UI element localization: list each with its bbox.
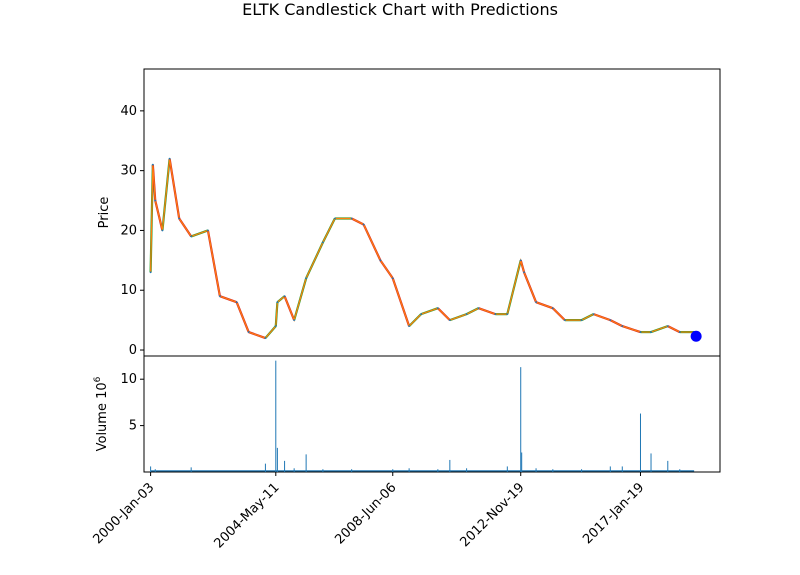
price-point xyxy=(506,313,509,316)
price-point xyxy=(293,319,296,322)
price-ytick-label: 30 xyxy=(120,164,137,179)
xtick-label: 2004-May-11 xyxy=(211,480,282,551)
price-point xyxy=(149,271,152,274)
price-point xyxy=(477,307,480,310)
price-point xyxy=(161,229,164,232)
price-point xyxy=(154,199,157,202)
volume-ylabel: Volume 106 xyxy=(93,376,110,451)
price-point xyxy=(247,331,250,333)
price-point xyxy=(563,319,566,322)
price-point xyxy=(494,313,497,316)
prediction-marker xyxy=(690,330,702,342)
price-point xyxy=(621,325,624,328)
volume-panel: 5 10 Volume 106 xyxy=(93,355,721,473)
price-plot-frame xyxy=(143,68,721,357)
price-point xyxy=(420,313,422,316)
price-point xyxy=(264,337,267,339)
price-point xyxy=(678,331,681,333)
chart-title: ELTK Candlestick Chart with Predictions xyxy=(242,0,558,19)
xtick-label: 2008-Jun-06 xyxy=(332,480,399,547)
price-ylabel: Price xyxy=(97,197,112,229)
price-point xyxy=(333,217,336,220)
volume-plot-frame xyxy=(143,355,721,473)
price-point xyxy=(436,307,439,310)
price-point xyxy=(362,223,365,226)
xtick-label: 2000-Jan-03 xyxy=(90,480,157,547)
price-ytick-label: 0 xyxy=(129,343,137,358)
price-point xyxy=(283,295,286,298)
price-point xyxy=(408,325,411,328)
price-point xyxy=(580,319,583,322)
volume-ytick-label: 5 xyxy=(129,419,137,434)
price-point xyxy=(379,259,382,262)
price-point xyxy=(168,157,171,160)
price-point xyxy=(391,277,394,280)
price-point xyxy=(519,259,522,262)
price-close-line xyxy=(150,158,695,339)
xtick-label: 2012-Nov-19 xyxy=(458,480,528,550)
price-point xyxy=(535,301,537,304)
price-point xyxy=(219,295,221,298)
price-point xyxy=(305,277,308,280)
price-point xyxy=(523,271,525,274)
price-ytick-label: 40 xyxy=(120,104,137,119)
volume-ylabel-exponent: 6 xyxy=(93,376,103,382)
price-point xyxy=(650,331,652,333)
price-point xyxy=(350,217,353,220)
price-point xyxy=(178,217,181,220)
price-point xyxy=(551,307,554,310)
price-point xyxy=(276,301,279,304)
price-point xyxy=(207,229,209,232)
price-point xyxy=(609,319,612,322)
price-point xyxy=(592,313,595,316)
price-point xyxy=(235,301,238,304)
price-point xyxy=(448,319,451,322)
price-ytick-label: 10 xyxy=(120,283,137,298)
price-point xyxy=(151,163,154,166)
price-point xyxy=(639,331,642,333)
price-point xyxy=(465,313,468,316)
price-point xyxy=(666,325,669,328)
volume-ytick-label: 10 xyxy=(120,372,137,387)
price-point xyxy=(274,325,277,328)
price-ytick-label: 20 xyxy=(120,223,137,238)
xtick-label: 2017-Jan-19 xyxy=(580,480,647,547)
price-point xyxy=(321,241,324,244)
price-panel: 0 10 20 30 40 Price xyxy=(97,68,721,358)
x-axis: 2000-Jan-03 2004-May-11 2008-Jun-06 2012-No… xyxy=(90,472,647,551)
price-point xyxy=(190,235,193,238)
